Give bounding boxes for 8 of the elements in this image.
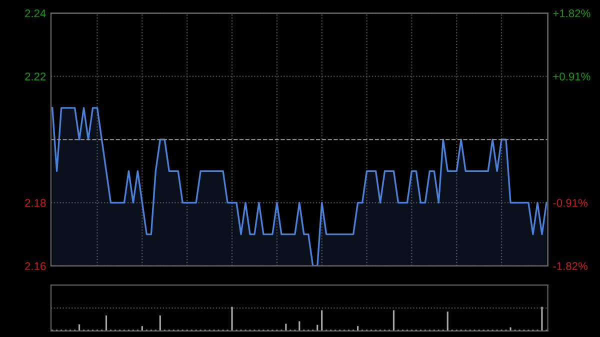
y-tick-label: 2.16 — [25, 262, 46, 270]
y2-tick-label: -1.82% — [553, 262, 588, 270]
y-tick-label: 2.22 — [25, 72, 46, 80]
y2-tick-label: -0.91% — [553, 198, 588, 207]
y-tick-label: 2.18 — [25, 198, 46, 207]
y2-tick-label: +0.91% — [553, 72, 590, 80]
y2-tick-label: +1.82% — [553, 9, 590, 18]
y-tick-label: 2.24 — [25, 9, 46, 18]
